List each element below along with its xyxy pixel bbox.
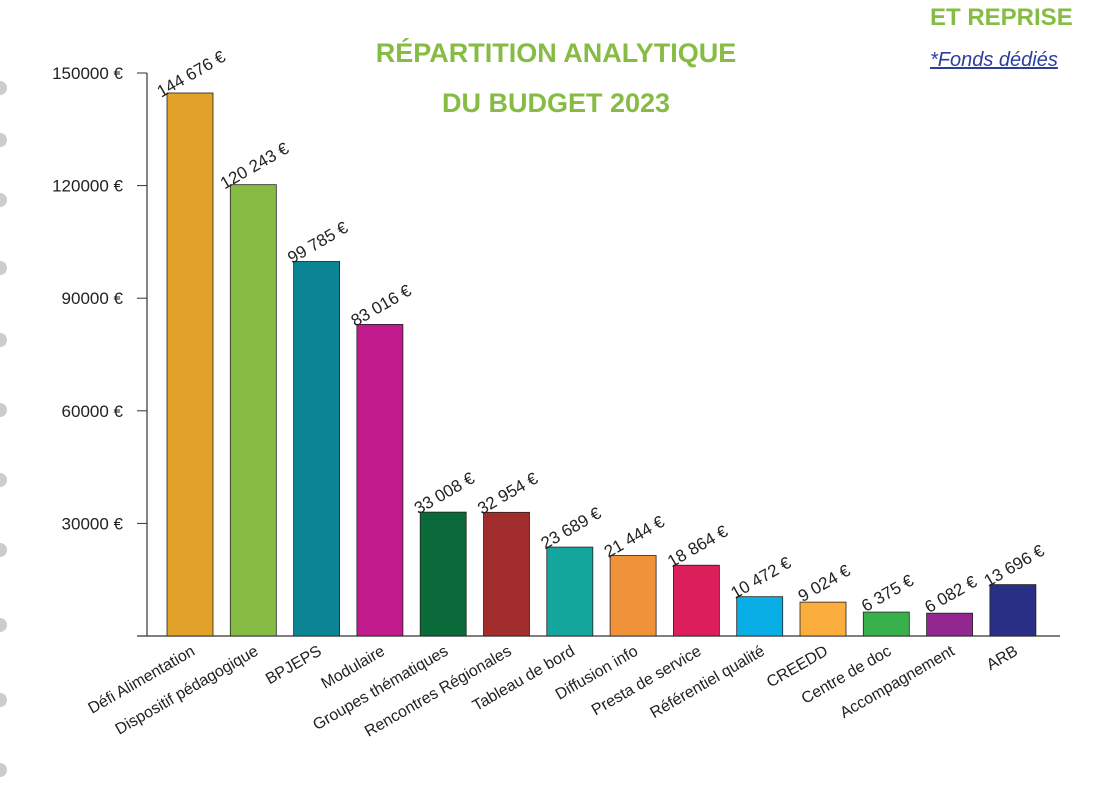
y-tick-label: 90000 € [62,289,124,308]
bar [736,596,784,637]
bar [926,612,973,637]
x-tick-label: ARB [984,643,1021,674]
value-label: 6 082 € [922,572,981,617]
bar [229,184,277,637]
y-tick-label: 120000 € [52,177,123,196]
bar [673,564,720,637]
bar [862,611,910,637]
bar [546,546,594,637]
x-tick-label: Accompagnement [837,642,958,721]
y-tick-label: 150000 € [52,64,123,83]
value-label: 33 008 € [411,468,478,518]
y-tick-label: 30000 € [62,514,124,533]
value-label: 21 444 € [601,512,668,562]
chart-title: RÉPARTITION ANALYTIQUE [376,37,737,68]
footnote-link: *Fonds dédiés [930,49,1058,71]
binder-holes [0,81,7,777]
value-label: 6 375 € [858,571,917,616]
value-label: 99 785 € [284,218,351,268]
value-label: 32 954 € [474,469,541,519]
value-label: 18 864 € [664,521,731,571]
bar [356,324,404,637]
bar [989,584,1037,637]
x-tick-label: Référentiel qualité [648,643,768,722]
y-tick-label: 60000 € [62,402,124,421]
bar [799,601,847,637]
value-label: 23 689 € [538,503,605,553]
value-label: 10 472 € [728,553,795,603]
bar [609,555,657,637]
value-label: 83 016 € [348,281,415,331]
value-label: 9 024 € [795,561,854,606]
bar [166,92,214,637]
header-text: ET REPRISE [930,4,1073,31]
value-label: 13 696 € [981,541,1048,591]
x-tick-label: Presta de service [589,643,705,720]
bar [483,511,530,637]
x-tick-label: BPJEPS [263,643,325,688]
bar [419,511,467,637]
bar [293,261,341,637]
chart-title: DU BUDGET 2023 [442,88,670,118]
